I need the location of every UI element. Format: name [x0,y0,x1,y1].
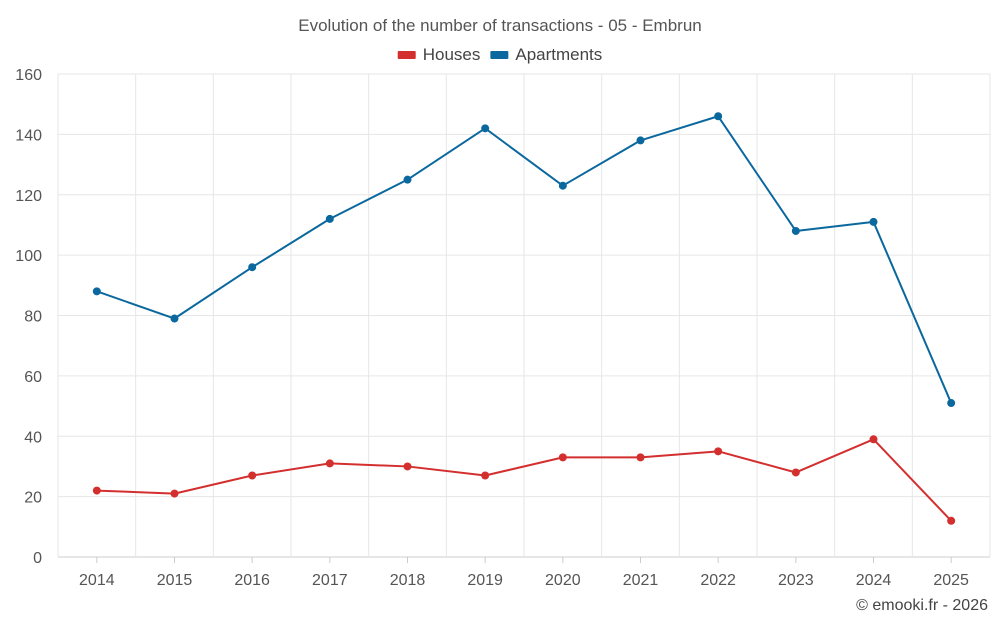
legend-label: Apartments [515,45,602,64]
y-tick-label: 120 [15,188,42,205]
y-tick-label: 100 [15,248,42,265]
x-tick-label: 2021 [623,572,659,589]
data-point[interactable] [947,516,956,525]
y-tick-label: 20 [24,490,42,507]
series-apartments [92,112,956,408]
x-tick-label: 2019 [467,572,503,589]
legend-swatch [490,51,509,59]
legend-item-apartments[interactable]: Apartments [490,45,602,64]
y-tick-label: 160 [15,67,42,84]
y-tick-label: 80 [24,309,42,326]
x-axis: 2014 2015 2016 2017 2018 2019 2020 2021 2022 2023… [79,557,969,589]
data-point[interactable] [636,453,645,462]
x-tick-label: 2016 [234,572,270,589]
gridlines [57,73,991,558]
x-tick-label: 2020 [545,572,581,589]
credit-text: © emooki.fr - 2026 [856,597,988,614]
data-point[interactable] [481,124,490,133]
data-point[interactable] [403,175,412,184]
data-point[interactable] [92,287,101,296]
x-tick-label: 2017 [312,572,348,589]
data-point[interactable] [869,435,878,444]
x-tick-label: 2024 [856,572,892,589]
legend-label: Houses [423,45,481,64]
x-tick-label: 2015 [157,572,193,589]
y-tick-label: 0 [33,550,42,567]
data-point[interactable] [248,471,257,480]
data-point[interactable] [170,314,179,323]
data-point[interactable] [92,486,101,495]
chart-title: Evolution of the number of transactions … [298,16,701,35]
x-tick-label: 2018 [390,572,426,589]
x-tick-label: 2023 [778,572,814,589]
data-point[interactable] [714,447,723,456]
series-layer [92,112,956,525]
y-tick-label: 60 [24,369,42,386]
y-tick-label: 140 [15,127,42,144]
data-point[interactable] [325,214,334,223]
series-line [96,115,953,404]
y-tick-label: 40 [24,429,42,446]
x-tick-label: 2014 [79,572,115,589]
x-tick-label: 2022 [700,572,736,589]
data-point[interactable] [170,489,179,498]
series-houses [92,435,956,525]
data-point[interactable] [558,181,567,190]
data-point[interactable] [403,462,412,471]
legend-item-houses[interactable]: Houses [397,45,481,64]
data-point[interactable] [791,468,800,477]
data-point[interactable] [791,226,800,235]
y-axis: 0 20 40 60 80 100 120 140 160 [15,67,42,567]
legend-swatch [397,51,416,59]
legend: Houses Apartments [397,45,602,64]
data-point[interactable] [248,263,257,272]
data-point[interactable] [558,453,567,462]
series-line [96,438,952,522]
data-point[interactable] [636,136,645,145]
data-point[interactable] [947,399,956,408]
data-point[interactable] [481,471,490,480]
data-point[interactable] [869,217,878,226]
data-point[interactable] [325,459,334,468]
data-point[interactable] [714,112,723,121]
x-tick-label: 2025 [933,572,969,589]
